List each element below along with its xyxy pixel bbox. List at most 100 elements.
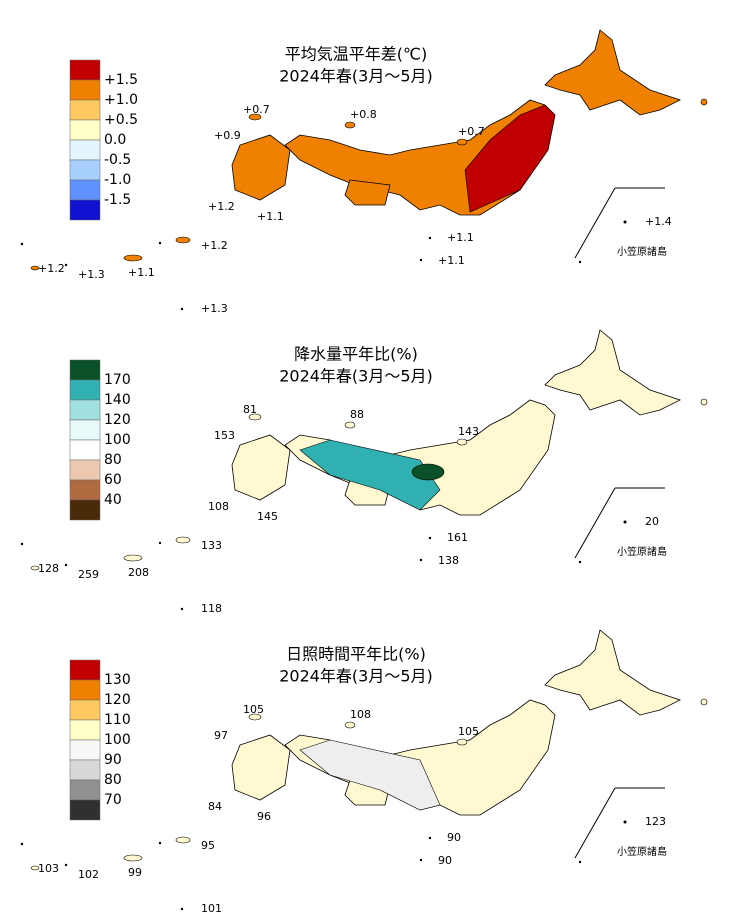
legend-label: 80 <box>104 452 122 468</box>
station-value: 128 <box>38 562 59 575</box>
station-value: +1.2 <box>201 239 228 252</box>
station-value: 101 <box>201 902 222 915</box>
legend-box <box>69 439 101 461</box>
legend-box <box>69 659 101 681</box>
station-value: +1.2 <box>208 200 235 213</box>
legend-box <box>69 399 101 421</box>
map-subtitle: 2024年春(3月～5月) <box>279 67 433 86</box>
legend-label: 140 <box>104 392 131 408</box>
station-value: +1.3 <box>78 268 105 281</box>
station-value: +1.2 <box>38 262 65 275</box>
station-value: 161 <box>447 531 468 544</box>
legend-box <box>69 359 101 381</box>
legend-box <box>69 719 101 741</box>
station-value: 138 <box>438 554 459 567</box>
station-value: 105 <box>243 703 264 716</box>
legend-box <box>69 779 101 801</box>
legend-box <box>69 699 101 721</box>
legend-box <box>69 419 101 441</box>
legend-box <box>69 739 101 761</box>
legend-box <box>69 199 101 221</box>
station-value: +1.1 <box>438 254 465 267</box>
map-title: 降水量平年比(%) <box>294 345 418 364</box>
station-value: 88 <box>350 408 364 421</box>
station-value: +0.9 <box>214 129 241 142</box>
legend-box <box>69 759 101 781</box>
legend-label: 120 <box>104 412 131 428</box>
station-value: 90 <box>447 831 461 844</box>
station-value: 108 <box>208 500 229 513</box>
legend-box <box>69 499 101 521</box>
station-value: 143 <box>458 425 479 438</box>
station-value: 102 <box>78 868 99 881</box>
station-value: 20 <box>645 515 659 528</box>
legend-box <box>69 459 101 481</box>
legend-box <box>69 119 101 141</box>
station-value: 259 <box>78 568 99 581</box>
station-value: 208 <box>128 566 149 579</box>
legend-label: 120 <box>104 692 131 708</box>
legend-label: 0.0 <box>104 132 126 148</box>
legend-label: 130 <box>104 672 131 688</box>
legend-label: +1.5 <box>104 72 138 88</box>
legend-label: 70 <box>104 792 122 808</box>
legend-box <box>69 799 101 821</box>
station-value: +1.1 <box>128 266 155 279</box>
station-value: 81 <box>243 403 257 416</box>
map-subtitle: 2024年春(3月～5月) <box>279 367 433 386</box>
station-value: 97 <box>214 729 228 742</box>
legend-label: -1.0 <box>104 172 131 188</box>
legend-label: 40 <box>104 492 122 508</box>
station-value: +0.8 <box>350 108 377 121</box>
legend-box <box>69 479 101 501</box>
station-value: 118 <box>201 602 222 615</box>
islands-label: 小笠原諸島 <box>617 245 667 258</box>
legend-box <box>69 679 101 701</box>
legend-label: 170 <box>104 372 131 388</box>
station-value: 99 <box>128 866 142 879</box>
station-value: 108 <box>350 708 371 721</box>
region <box>299 739 441 811</box>
legend-label: +1.0 <box>104 92 138 108</box>
legend-box <box>69 379 101 401</box>
region <box>299 439 441 511</box>
map-title: 日照時間平年比(%) <box>286 645 426 664</box>
legend-label: 100 <box>104 732 131 748</box>
station-value: +0.7 <box>243 103 270 116</box>
station-value: +1.1 <box>447 231 474 244</box>
station-value: +1.1 <box>257 210 284 223</box>
legend-label: 80 <box>104 772 122 788</box>
station-value: 105 <box>458 725 479 738</box>
legend-box <box>69 179 101 201</box>
legend-label: -0.5 <box>104 152 131 168</box>
islands-label: 小笠原諸島 <box>617 845 667 858</box>
station-value: 145 <box>257 510 278 523</box>
legend-box <box>69 139 101 161</box>
legend-label: 110 <box>104 712 131 728</box>
map-subtitle: 2024年春(3月～5月) <box>279 667 433 686</box>
station-value: 96 <box>257 810 271 823</box>
map-panel: 日照時間平年比(%) 2024年春(3月～5月) 130 120 110 100 90 80 7… <box>20 629 708 915</box>
map-title: 平均気温平年差(℃) <box>285 45 427 64</box>
station-value: +0.7 <box>458 125 485 138</box>
legend-label: 60 <box>104 472 122 488</box>
map-panel: 平均気温平年差(℃) 2024年春(3月～5月) +1.5 +1.0 +0.5 0.0 -0… <box>20 29 708 315</box>
station-value: +1.4 <box>645 215 672 228</box>
region <box>411 463 445 481</box>
legend-label: 90 <box>104 752 122 768</box>
legend-label: +0.5 <box>104 112 138 128</box>
legend-box <box>69 59 101 81</box>
legend-label: 100 <box>104 432 131 448</box>
map-panel: 降水量平年比(%) 2024年春(3月～5月) 170 140 120 100 80 60 40… <box>20 329 708 615</box>
legend-box <box>69 99 101 121</box>
station-value: 90 <box>438 854 452 867</box>
legend-box <box>69 79 101 101</box>
station-value: 153 <box>214 429 235 442</box>
station-value: 95 <box>201 839 215 852</box>
station-value: 133 <box>201 539 222 552</box>
region <box>464 104 556 213</box>
islands-label: 小笠原諸島 <box>617 545 667 558</box>
station-value: +1.3 <box>201 302 228 315</box>
station-value: 123 <box>645 815 666 828</box>
